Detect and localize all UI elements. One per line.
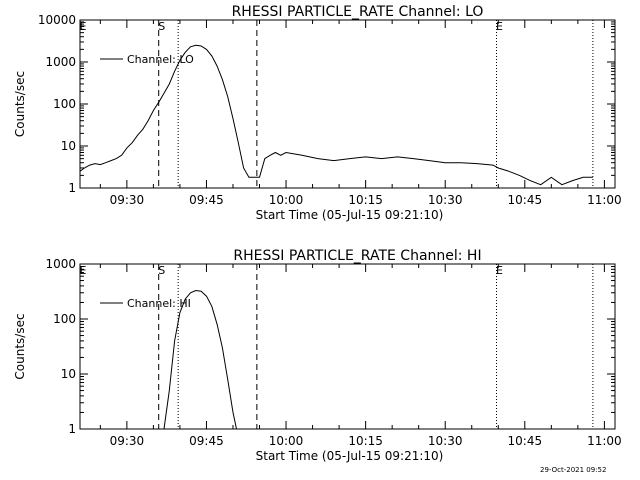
y-tick-label-2: 10 xyxy=(61,367,76,381)
x-tick-label-2: 09:30 xyxy=(110,434,145,448)
x-tick-label-1: 10:30 xyxy=(428,193,463,207)
chart-title-1: RHESSI PARTICLE_RATE Channel: LO xyxy=(232,4,484,20)
series-line-2-1 xyxy=(163,289,237,430)
y-axis-label-2: Counts/sec xyxy=(13,313,27,379)
legend-label-2: Channel: HI xyxy=(127,297,191,310)
y-tick-label-2: 1 xyxy=(68,422,76,436)
y-tick-label-1: 10000 xyxy=(38,13,76,27)
plot-frame-2 xyxy=(79,263,616,430)
x-tick-label-2: 10:45 xyxy=(508,434,543,448)
y-tick-label-1: 1 xyxy=(68,181,76,195)
y-tick-label-2: 1000 xyxy=(45,257,76,271)
x-tick-label-1: 10:00 xyxy=(269,193,304,207)
plot-frame-1 xyxy=(79,19,616,189)
x-tick-label-2: 10:00 xyxy=(269,434,304,448)
x-tick-label-1: 09:45 xyxy=(189,193,224,207)
x-tick-label-2: 10:30 xyxy=(428,434,463,448)
event-marker-label-1: S xyxy=(158,20,165,33)
x-tick-label-1: 10:45 xyxy=(508,193,543,207)
y-tick-label-1: 1000 xyxy=(45,55,76,69)
series-line-1-1 xyxy=(79,44,593,186)
event-marker-label-2: E xyxy=(80,264,87,277)
x-axis-label-2: Start Time (05-Jul-15 09:21:10) xyxy=(256,449,444,463)
x-tick-label-1: 11:00 xyxy=(587,193,622,207)
legend-label-1: Channel: LO xyxy=(127,53,194,66)
x-tick-label-2: 10:15 xyxy=(348,434,383,448)
x-tick-label-1: 10:15 xyxy=(348,193,383,207)
x-axis-label-1: Start Time (05-Jul-15 09:21:10) xyxy=(256,208,444,222)
event-marker-label-2: S xyxy=(158,264,165,277)
chart-title-2: RHESSI PARTICLE_RATE Channel: HI xyxy=(233,248,481,264)
y-tick-label-1: 100 xyxy=(53,97,76,111)
x-tick-label-2: 11:00 xyxy=(587,434,622,448)
x-tick-label-1: 09:30 xyxy=(110,193,145,207)
event-marker-label-2: E xyxy=(496,264,503,277)
event-marker-label-1: E xyxy=(80,20,87,33)
plot-timestamp: 29-Oct-2021 09:52 xyxy=(540,466,607,474)
y-tick-label-2: 100 xyxy=(53,312,76,326)
x-tick-label-2: 09:45 xyxy=(189,434,224,448)
y-axis-label-1: Counts/sec xyxy=(13,71,27,137)
y-tick-label-1: 10 xyxy=(61,139,76,153)
event-marker-label-1: E xyxy=(496,20,503,33)
